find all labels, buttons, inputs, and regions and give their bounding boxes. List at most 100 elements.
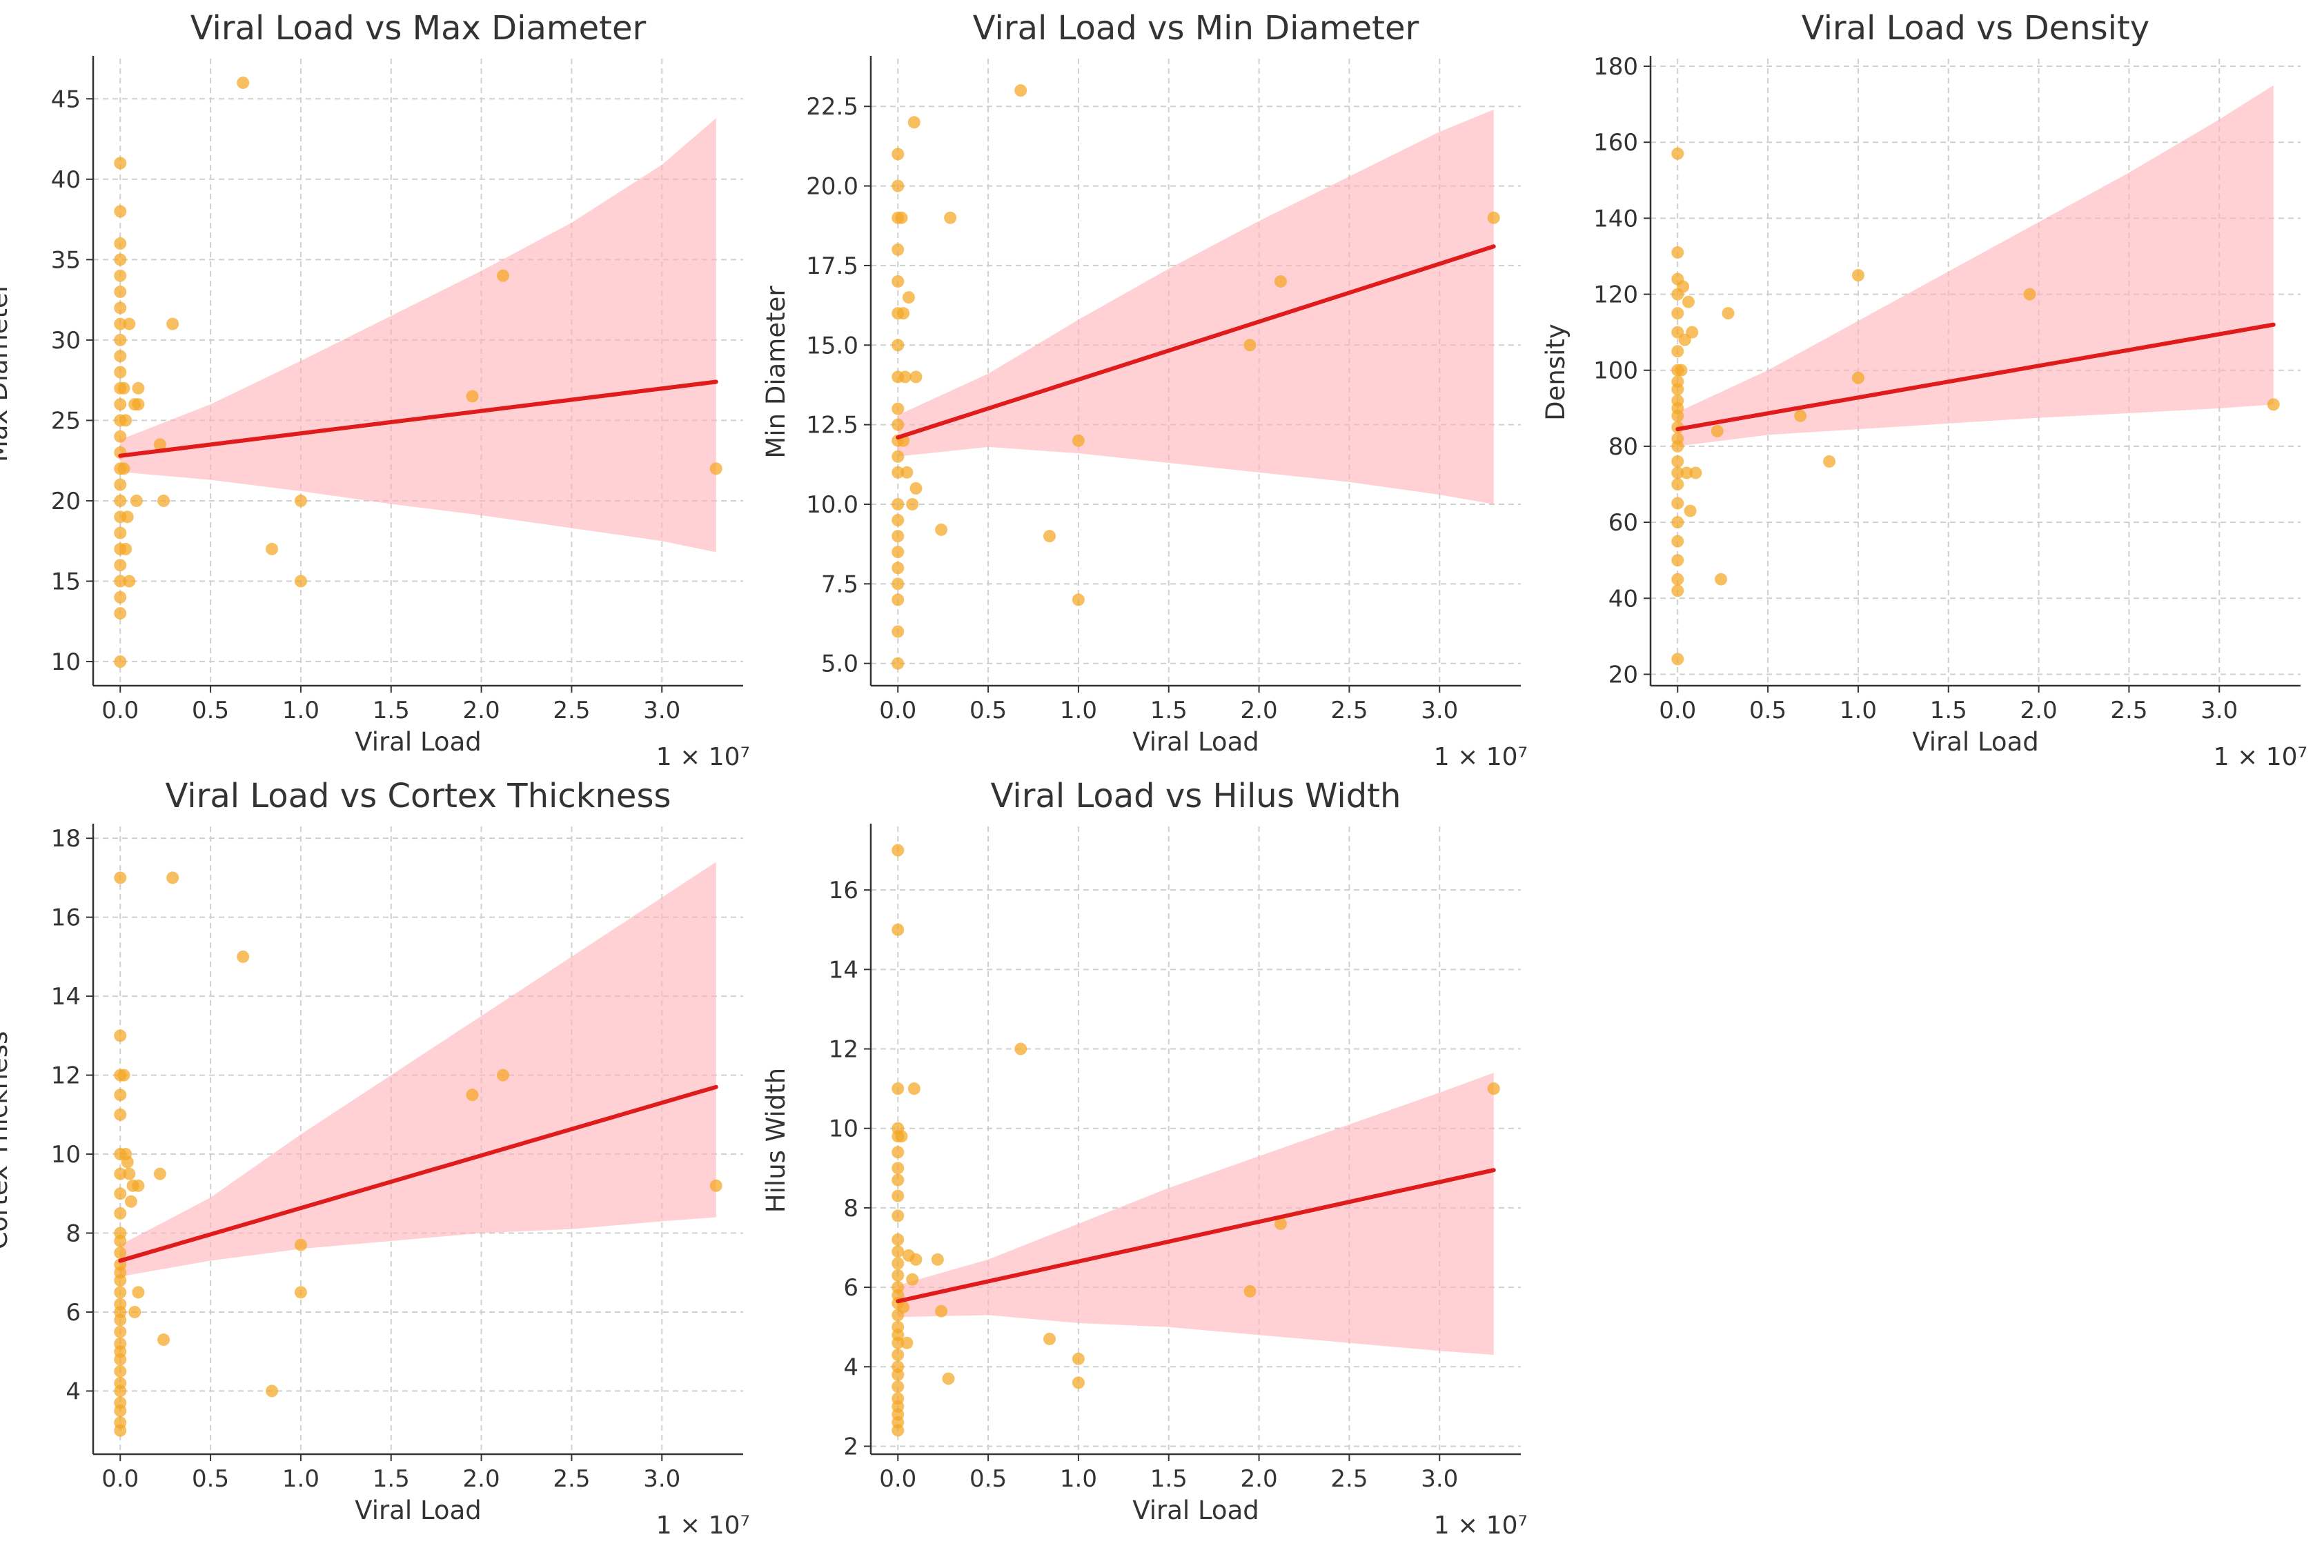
data-point xyxy=(709,1179,722,1192)
regression-line xyxy=(896,244,1496,440)
data-point xyxy=(892,179,905,192)
x-tick-label: 2.0 xyxy=(2020,697,2058,724)
data-point xyxy=(892,1257,905,1270)
data-point xyxy=(114,1108,127,1121)
data-point xyxy=(1684,504,1697,517)
x-axis-label: Viral Load xyxy=(1912,727,2038,757)
data-point xyxy=(114,237,127,250)
data-point xyxy=(114,1325,127,1338)
y-tick-label: 120 xyxy=(1593,281,1638,309)
data-point xyxy=(1686,326,1699,339)
x-tick-label: 0.0 xyxy=(101,1465,139,1493)
y-tick-label: 10 xyxy=(51,1141,81,1169)
data-point xyxy=(892,546,905,559)
x-tick-label: 2.0 xyxy=(463,1465,500,1493)
data-point xyxy=(892,625,905,638)
data-point xyxy=(128,1305,141,1318)
data-point xyxy=(114,1207,127,1220)
data-point xyxy=(132,381,145,395)
data-point xyxy=(1671,383,1684,396)
data-point xyxy=(1072,1376,1085,1389)
data-point xyxy=(117,381,130,395)
data-point xyxy=(892,923,905,936)
data-point xyxy=(1043,1332,1056,1345)
x-tick-label: 3.0 xyxy=(643,697,680,724)
regression-line xyxy=(118,379,718,458)
x-tick-label: 1.0 xyxy=(1060,1465,1097,1493)
data-point xyxy=(895,1130,908,1143)
data-point xyxy=(1671,409,1684,422)
data-point xyxy=(114,333,127,346)
data-point xyxy=(114,1247,127,1260)
data-point xyxy=(157,1333,170,1347)
data-point xyxy=(132,1286,145,1299)
data-point xyxy=(1671,584,1684,597)
data-point xyxy=(892,497,905,510)
y-tick-label: 22.5 xyxy=(806,93,858,121)
y-tick-label: 40 xyxy=(1608,585,1638,613)
x-tick-label: 3.0 xyxy=(2200,697,2238,724)
y-tick-label: 12.5 xyxy=(806,412,858,439)
data-point xyxy=(906,1273,919,1286)
chart-title: Viral Load vs Cortex Thickness xyxy=(166,777,671,815)
data-point xyxy=(114,1274,127,1287)
y-tick-label: 14 xyxy=(829,956,858,984)
data-point xyxy=(909,482,923,495)
confidence-band xyxy=(898,109,1494,504)
chart-title: Viral Load vs Max Diameter xyxy=(190,9,647,48)
data-point xyxy=(117,1069,130,1082)
data-point xyxy=(892,466,905,479)
data-point xyxy=(907,116,920,129)
y-tick-label: 40 xyxy=(51,166,81,194)
x-tick-label: 1.5 xyxy=(373,697,410,724)
data-point xyxy=(1671,345,1684,358)
data-point xyxy=(892,530,905,543)
data-point xyxy=(123,317,136,330)
data-point xyxy=(114,253,127,266)
data-point xyxy=(897,1300,910,1313)
data-point xyxy=(900,1336,914,1349)
x-axis-label: Viral Load xyxy=(355,727,481,757)
data-point xyxy=(892,148,905,161)
data-point xyxy=(114,285,127,298)
data-point xyxy=(114,575,127,588)
data-point xyxy=(114,591,127,604)
data-point xyxy=(892,1424,905,1437)
data-point xyxy=(1487,211,1500,224)
x-tick-label: 0.0 xyxy=(879,1465,916,1493)
data-point xyxy=(119,414,132,427)
data-point xyxy=(892,1189,905,1202)
data-point xyxy=(114,317,127,330)
data-point xyxy=(935,1304,948,1318)
data-point xyxy=(892,243,905,256)
data-point xyxy=(123,1167,136,1180)
x-tick-label: 2.5 xyxy=(2110,697,2147,724)
data-point xyxy=(114,494,127,507)
data-point xyxy=(1014,1042,1027,1055)
y-tick-label: 35 xyxy=(51,246,81,274)
data-point xyxy=(132,1179,145,1192)
data-point xyxy=(892,1082,905,1095)
data-point xyxy=(153,1167,166,1180)
data-point xyxy=(1851,371,1864,384)
data-point xyxy=(892,1349,905,1362)
data-point xyxy=(114,1167,127,1180)
y-tick-label: 10.0 xyxy=(806,491,858,519)
data-point xyxy=(114,655,127,668)
confidence-band xyxy=(898,1073,1494,1356)
y-axis-label: Min Diameter xyxy=(761,286,791,459)
data-point xyxy=(114,269,127,282)
x-tick-label: 1.0 xyxy=(282,697,319,724)
x-tick-label: 0.5 xyxy=(969,697,1007,724)
x-axis-multiplier: 1 × 10⁷ xyxy=(656,743,750,771)
data-point xyxy=(1243,1284,1257,1298)
x-axis-multiplier: 1 × 10⁷ xyxy=(2214,743,2307,771)
data-point xyxy=(114,1385,127,1398)
x-axis-multiplier: 1 × 10⁷ xyxy=(1434,1511,1528,1540)
y-tick-label: 12 xyxy=(51,1062,81,1090)
data-point xyxy=(237,950,250,963)
data-point xyxy=(892,1368,905,1381)
data-point xyxy=(1823,455,1836,468)
data-point xyxy=(1680,466,1693,479)
y-tick-label: 80 xyxy=(1608,433,1638,461)
